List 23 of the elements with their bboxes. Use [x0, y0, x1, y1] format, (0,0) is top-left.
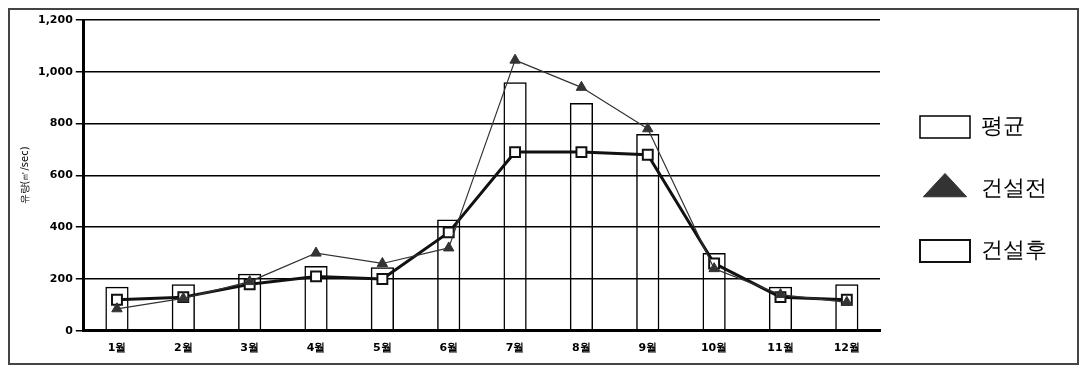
y-tick-label: 0 [65, 323, 74, 337]
x-tick-label: 4월 [306, 341, 326, 355]
x-tick-label: 11월 [767, 341, 794, 355]
x-tick-label: 9월 [638, 341, 658, 355]
x-tick-label: 6월 [439, 341, 459, 355]
legend-label: 건설전 [981, 174, 1047, 200]
x-tick-label: 12월 [833, 341, 860, 355]
y-tick-label: 600 [49, 168, 74, 182]
y-tick-label: 1,000 [38, 64, 74, 78]
legend-label: 평균 [981, 112, 1025, 138]
legend-label: 건설후 [981, 236, 1047, 262]
x-tick-label: 1월 [107, 341, 127, 355]
y-axis-title: 유량(㎥/sec) [18, 146, 30, 205]
x-tick-label: 5월 [373, 341, 392, 355]
x-tick-label: 10월 [700, 341, 728, 355]
x-tick-label: 2월 [173, 341, 193, 355]
y-tick-label: 1,200 [38, 12, 74, 26]
x-tick-label: 7월 [505, 341, 525, 355]
y-tick-label: 800 [49, 116, 74, 130]
x-tick-label: 3월 [240, 341, 259, 355]
y-tick-label: 200 [49, 271, 74, 285]
y-tick-label: 400 [49, 220, 74, 234]
x-tick-label: 8월 [572, 341, 591, 355]
